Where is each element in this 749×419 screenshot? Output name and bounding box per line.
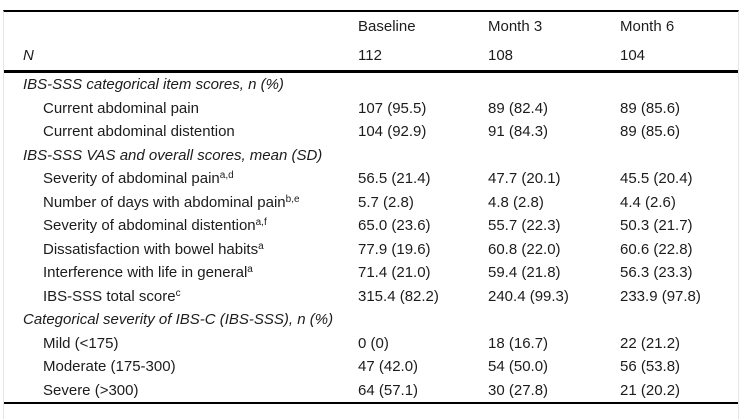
bottom-margin <box>4 404 738 418</box>
row-label-superscript: a <box>247 264 253 276</box>
section-header: IBS-SSS VAS and overall scores, mean (SD… <box>23 146 323 164</box>
table-row: Number of days with abdominal painb,e 5.7… <box>4 191 738 215</box>
row-label-text: Moderate (175-300) <box>43 358 176 376</box>
section-header-row: Categorical severity of IBS-C (IBS-SSS),… <box>4 308 738 332</box>
cell-baseline: 71.4 (21.0) <box>358 264 431 282</box>
row-label-superscript: a,d <box>219 170 234 182</box>
cell-month3: 240.4 (99.3) <box>488 287 569 305</box>
section-header-row: IBS-SSS categorical item scores, n (%) <box>4 73 738 97</box>
cell-baseline: 0 (0) <box>358 334 389 352</box>
cell-month3: 91 (84.3) <box>488 123 549 141</box>
row-label-text: Number of days with abdominal pain <box>43 193 286 211</box>
cell-month3: 30 (27.8) <box>488 381 549 399</box>
row-label-text: Severity of abdominal pain <box>43 170 220 188</box>
row-label: IBS-SSS total scorec <box>4 288 358 305</box>
section-header: IBS-SSS categorical item scores, n (%) <box>23 76 284 94</box>
row-label-text: Current abdominal distention <box>43 123 235 141</box>
row-label-text: Interference with life in general <box>43 264 248 282</box>
section-header-row: IBS-SSS VAS and overall scores, mean (SD… <box>4 144 738 168</box>
cell-baseline: 56.5 (21.4) <box>358 170 431 188</box>
cell-month3: 47.7 (20.1) <box>488 170 561 188</box>
table-row: Severity of abdominal distentiona,f 65.0 … <box>4 214 738 238</box>
cell-baseline: 65.0 (23.6) <box>358 217 431 235</box>
table-row: Dissatisfaction with bowel habitsa 77.9 (… <box>4 238 738 262</box>
n-row: N 112 108 104 <box>4 41 738 70</box>
row-label-text: Dissatisfaction with bowel habits <box>43 240 259 258</box>
cell-baseline: 104 (92.9) <box>358 123 427 141</box>
cell-month6: 56 (53.8) <box>620 358 681 376</box>
cell-month6: 233.9 (97.8) <box>620 287 701 305</box>
table-row: Interference with life in generala 71.4 (… <box>4 261 738 285</box>
row-label: Interference with life in generala <box>4 264 358 281</box>
cell-month3: 4.8 (2.8) <box>488 193 544 211</box>
row-label-superscript: a,f <box>255 217 267 229</box>
row-label-text: Mild (<175) <box>43 334 119 352</box>
section-header: Categorical severity of IBS-C (IBS-SSS),… <box>23 311 334 329</box>
row-label: Current abdominal pain <box>4 100 358 117</box>
row-label: Severe (>300) <box>4 382 358 399</box>
column-header-row: Baseline Month 3 Month 6 <box>4 12 738 41</box>
cell-month6: 22 (21.2) <box>620 334 681 352</box>
cell-month6: 60.6 (22.8) <box>620 240 693 258</box>
column-header-month6: Month 6 <box>620 18 675 35</box>
cell-month6: 4.4 (2.6) <box>620 193 676 211</box>
row-label: Mild (<175) <box>4 335 358 352</box>
table-row: Severity of abdominal paina,d 56.5 (21.4)… <box>4 167 738 191</box>
row-label-text: Severe (>300) <box>43 381 139 399</box>
table-body: IBS-SSS categorical item scores, n (%) Cu… <box>4 73 738 404</box>
row-label: Severity of abdominal distentiona,f <box>4 217 358 234</box>
cell-month3: 89 (82.4) <box>488 99 549 117</box>
cell-month3: 54 (50.0) <box>488 358 549 376</box>
table-header: Baseline Month 3 Month 6 N 112 108 104 <box>4 12 738 73</box>
n-month3: 108 <box>488 47 514 64</box>
cell-baseline: 47 (42.0) <box>358 358 419 376</box>
row-label-text: Current abdominal pain <box>43 99 199 117</box>
cell-baseline: 77.9 (19.6) <box>358 240 431 258</box>
cell-month3: 18 (16.7) <box>488 334 549 352</box>
column-header-month3: Month 3 <box>488 18 543 35</box>
row-label-superscript: a <box>258 240 264 252</box>
column-header-baseline: Baseline <box>358 18 416 35</box>
cell-baseline: 64 (57.1) <box>358 381 419 399</box>
row-label: Current abdominal distention <box>4 123 358 140</box>
cell-baseline: 107 (95.5) <box>358 99 427 117</box>
cell-month6: 45.5 (20.4) <box>620 170 693 188</box>
table-row: Current abdominal pain 107 (95.5) 89 (82.4… <box>4 97 738 121</box>
table-row: Current abdominal distention 104 (92.9) 91… <box>4 120 738 144</box>
cell-month3: 55.7 (22.3) <box>488 217 561 235</box>
row-label: Dissatisfaction with bowel habitsa <box>4 241 358 258</box>
cell-month6: 89 (85.6) <box>620 99 681 117</box>
n-month6: 104 <box>620 47 646 64</box>
table-row: Mild (<175) 0 (0) 18 (16.7) 22 (21.2) <box>4 332 738 356</box>
row-label: Number of days with abdominal painb,e <box>4 194 358 211</box>
row-label-text: Severity of abdominal distention <box>43 217 256 235</box>
n-row-label: N <box>23 47 34 64</box>
table-row: Severe (>300) 64 (57.1) 30 (27.8) 21 (20.2) <box>4 379 738 403</box>
row-label: Severity of abdominal paina,d <box>4 170 358 187</box>
cell-month6: 21 (20.2) <box>620 381 681 399</box>
cell-month6: 50.3 (21.7) <box>620 217 693 235</box>
cell-baseline: 315.4 (82.2) <box>358 287 439 305</box>
table-row: Moderate (175-300) 47 (42.0) 54 (50.0) 56 (… <box>4 355 738 379</box>
row-label-superscript: c <box>175 287 181 299</box>
results-table: Baseline Month 3 Month 6 N 112 108 104 I… <box>3 10 739 419</box>
row-label: Moderate (175-300) <box>4 358 358 375</box>
cell-month3: 59.4 (21.8) <box>488 264 561 282</box>
n-baseline: 112 <box>358 47 382 64</box>
row-label-text: IBS-SSS total score <box>43 287 176 305</box>
cell-month3: 60.8 (22.0) <box>488 240 561 258</box>
cell-baseline: 5.7 (2.8) <box>358 193 414 211</box>
cell-month6: 56.3 (23.3) <box>620 264 693 282</box>
table-row: IBS-SSS total scorec 315.4 (82.2) 240.4 (9… <box>4 285 738 309</box>
cell-month6: 89 (85.6) <box>620 123 681 141</box>
row-label-superscript: b,e <box>285 193 300 205</box>
